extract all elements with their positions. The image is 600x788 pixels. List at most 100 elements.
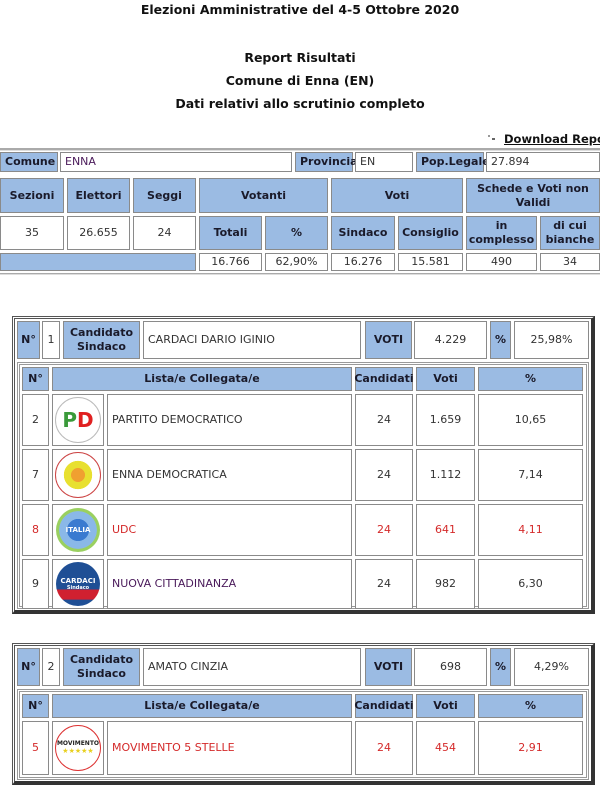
list-pct: 7,14 (478, 449, 583, 501)
list-candidati: 24 (355, 449, 413, 501)
provincia-label: Provincia (295, 152, 358, 172)
election-title: Elezioni Amministrative del 4-5 Ottobre … (140, 2, 460, 17)
in-complesso-header: in complesso (466, 216, 537, 250)
list-pct: 4,11 (478, 504, 583, 556)
list-n-header: N° (22, 694, 49, 718)
lista-header: Lista/e Collegata/e (52, 694, 352, 718)
voti-label: VOTI (365, 321, 412, 359)
bianche-value: 34 (540, 253, 600, 271)
bianche-header: di cui bianche (540, 216, 600, 250)
voti-consiglio-value: 15.581 (398, 253, 463, 271)
consiglio-header: Consiglio (398, 216, 463, 250)
non-validi-header: Schede e Voti non Validi (466, 178, 600, 213)
subtitle: Dati relativi allo scrutinio completo (175, 96, 425, 111)
empty-filler (0, 253, 196, 271)
pct-header: % (478, 367, 583, 391)
pop-legale-label: Pop.Legale (416, 152, 490, 172)
list-voti: 1.659 (416, 394, 475, 446)
comune-title: Comune di Enna (EN) (225, 73, 375, 88)
pct-label: % (490, 321, 511, 359)
download-report-link[interactable]: Download Report (504, 132, 600, 146)
candidate-name: CARDACI DARIO IGINIO (143, 321, 361, 359)
voti-label: VOTI (365, 648, 412, 686)
list-name: PARTITO DEMOCRATICO (107, 394, 352, 446)
list-n: 7 (22, 449, 49, 501)
enna-democratica-logo-icon (55, 452, 101, 498)
list-pct: 6,30 (478, 559, 583, 609)
list-n: 5 (22, 721, 49, 775)
list-logo-cell: MOVIMENTO ★★★★★ (52, 721, 104, 775)
udc-logo-icon: ITALIA (56, 508, 100, 552)
list-logo-cell (52, 449, 104, 501)
elettori-value: 26.655 (67, 216, 130, 250)
candidate-block-1 (12, 316, 595, 614)
seggi-value: 24 (133, 216, 196, 250)
candidate-pct: 25,98% (514, 321, 589, 359)
list-candidati: 24 (355, 394, 413, 446)
candidate-n-value: 2 (42, 648, 60, 686)
voti-sindaco-value: 16.276 (331, 253, 395, 271)
list-n: 8 (22, 504, 49, 556)
candidati-header: Candidati (354, 367, 414, 391)
download-icon (488, 135, 495, 140)
candidate-n-label: N° (17, 648, 40, 686)
candidate-name: AMATO CINZIA (143, 648, 361, 686)
voti-header: Voti (416, 367, 475, 391)
list-name: NUOVA CITTADINANZA (107, 559, 352, 609)
voti-header: Voti (416, 694, 475, 718)
list-n: 9 (22, 559, 49, 609)
list-candidati: 24 (355, 559, 413, 609)
pop-legale-value: 27.894 (486, 152, 600, 172)
lista-header: Lista/e Collegata/e (52, 367, 352, 391)
candidati-header: Candidati (354, 694, 414, 718)
candidato-sindaco-label: Candidato Sindaco (63, 648, 140, 686)
m5s-logo-icon: MOVIMENTO ★★★★★ (55, 725, 101, 771)
list-voti: 1.112 (416, 449, 475, 501)
candidato-sindaco-label: Candidato Sindaco (63, 321, 140, 359)
list-voti: 454 (416, 721, 475, 775)
divider (0, 273, 600, 275)
sezioni-header: Sezioni (0, 178, 64, 213)
list-candidati: 24 (355, 504, 413, 556)
voti-header: Voti (331, 178, 463, 213)
list-name: UDC (107, 504, 352, 556)
list-name: ENNA DEMOCRATICA (107, 449, 352, 501)
candidate-block-2 (12, 643, 595, 785)
votanti-totali-value: 16.766 (199, 253, 262, 271)
divider (0, 148, 600, 151)
seggi-header: Seggi (133, 178, 196, 213)
report-title: Report Risultati (244, 50, 356, 65)
lists-table-2 (17, 689, 589, 780)
list-pct: 10,65 (478, 394, 583, 446)
list-candidati: 24 (355, 721, 413, 775)
totali-header: Totali (199, 216, 262, 250)
candidate-voti: 4.229 (414, 321, 487, 359)
votanti-pct-header: % (265, 216, 328, 250)
provincia-value: EN (355, 152, 413, 172)
candidate-n-label: N° (17, 321, 40, 359)
list-voti: 641 (416, 504, 475, 556)
list-n: 2 (22, 394, 49, 446)
comune-label: Comune (0, 152, 58, 172)
list-name: MOVIMENTO 5 STELLE (107, 721, 352, 775)
votanti-pct-value: 62,90% (265, 253, 328, 271)
votanti-header: Votanti (199, 178, 328, 213)
list-pct: 2,91 (478, 721, 583, 775)
non-validi-value: 490 (466, 253, 537, 271)
list-logo-cell: CARDACI Sindaco (52, 559, 104, 609)
comune-value: ENNA (60, 152, 292, 172)
cardaci-sindaco-logo-icon: CARDACI Sindaco (56, 562, 100, 606)
list-logo-cell: ITALIA (52, 504, 104, 556)
elettori-header: Elettori (67, 178, 130, 213)
candidate-n-value: 1 (42, 321, 60, 359)
sezioni-value: 35 (0, 216, 64, 250)
pct-header: % (478, 694, 583, 718)
candidate-voti: 698 (414, 648, 487, 686)
candidate-pct: 4,29% (514, 648, 589, 686)
list-n-header: N° (22, 367, 49, 391)
pct-label: % (490, 648, 511, 686)
list-voti: 982 (416, 559, 475, 609)
sindaco-header: Sindaco (331, 216, 395, 250)
